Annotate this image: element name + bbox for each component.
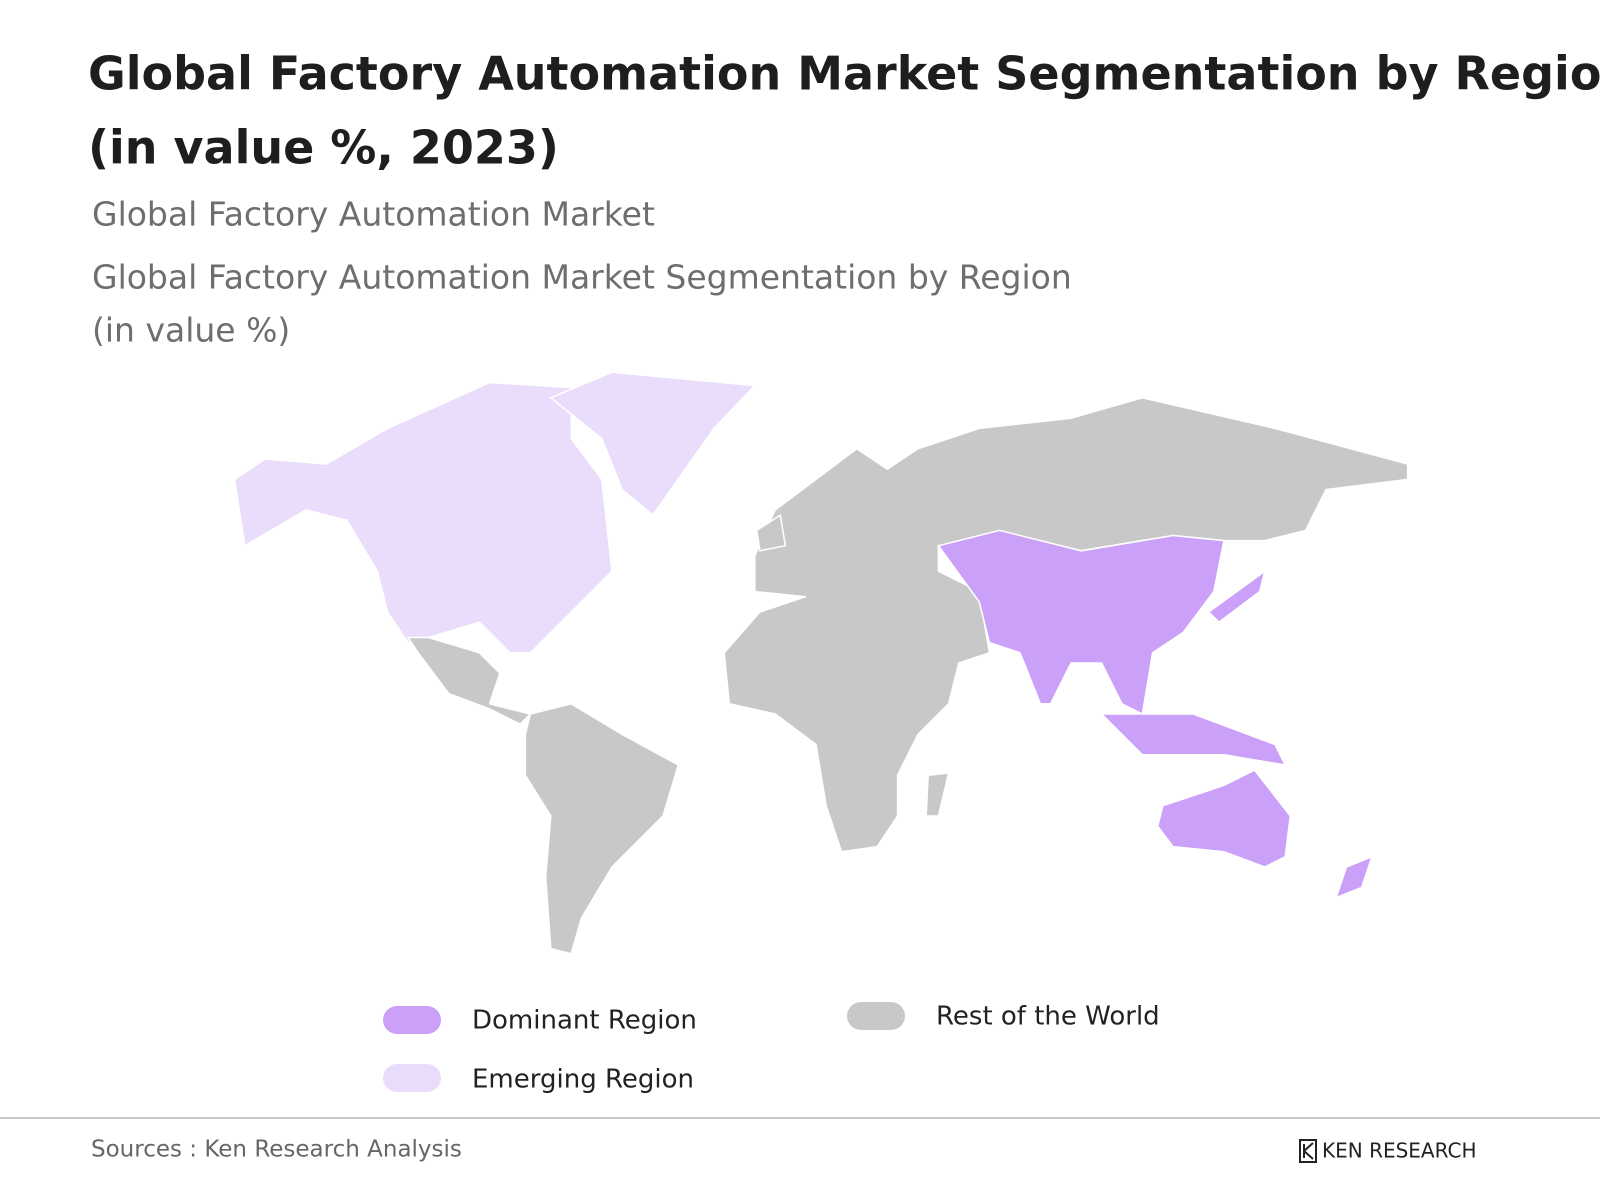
caption: (in value %) [92, 311, 290, 350]
title: Global Factory Automation Market Segment… [88, 47, 1600, 101]
world-map [233, 371, 1409, 955]
southeast-asia-islands [1099, 713, 1287, 767]
madagascar [925, 772, 950, 817]
brand-logo [1299, 1139, 1317, 1163]
japan [1207, 569, 1267, 624]
australia [1156, 769, 1292, 868]
legend-label: Emerging Region [472, 1065, 694, 1095]
greenland [549, 371, 757, 517]
legend-label: Rest of the World [936, 1002, 1160, 1032]
subtitle: Global Factory Automation Market [92, 195, 655, 234]
legend-label: Dominant Region [472, 1006, 697, 1036]
brand: KEN RESEARCH [1322, 1139, 1477, 1163]
caption: Global Factory Automation Market Segment… [92, 258, 1072, 297]
asia [937, 529, 1225, 716]
eurasia-africa [723, 397, 1409, 853]
new-zealand [1334, 855, 1374, 899]
south-america [524, 702, 680, 955]
legend-swatch [383, 1064, 441, 1092]
title: (in value %, 2023) [88, 121, 559, 175]
north-america [233, 381, 613, 654]
legend-swatch [847, 1002, 905, 1030]
source: Sources : Ken Research Analysis [91, 1137, 462, 1163]
uk [756, 513, 787, 552]
legend-swatch [383, 1006, 441, 1034]
